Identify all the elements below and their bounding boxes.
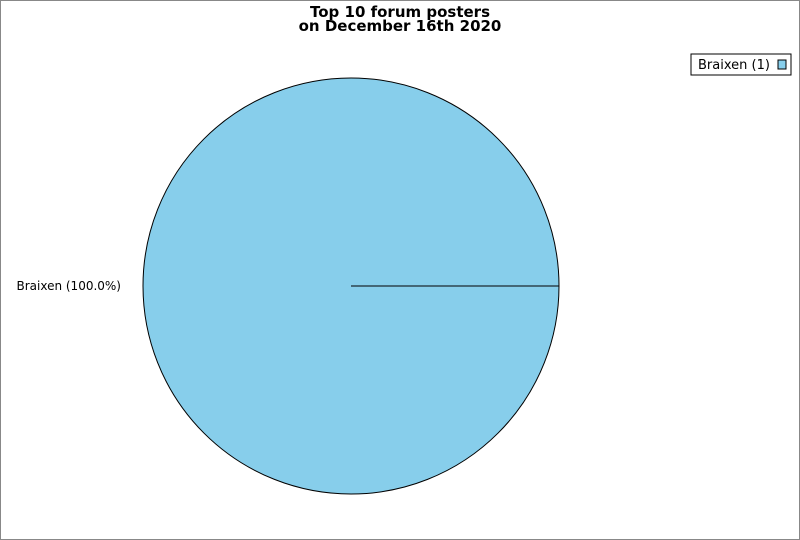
chart-subtitle: on December 16th 2020	[299, 17, 502, 35]
legend: Braixen (1)	[690, 53, 792, 76]
legend-swatch	[777, 59, 787, 70]
chart-title: Top 10 forum posters	[310, 3, 490, 21]
legend-entry-label: Braixen (1)	[698, 58, 770, 73]
slice-label: Braixen (100.0%)	[16, 279, 121, 293]
legend-box	[690, 53, 792, 76]
